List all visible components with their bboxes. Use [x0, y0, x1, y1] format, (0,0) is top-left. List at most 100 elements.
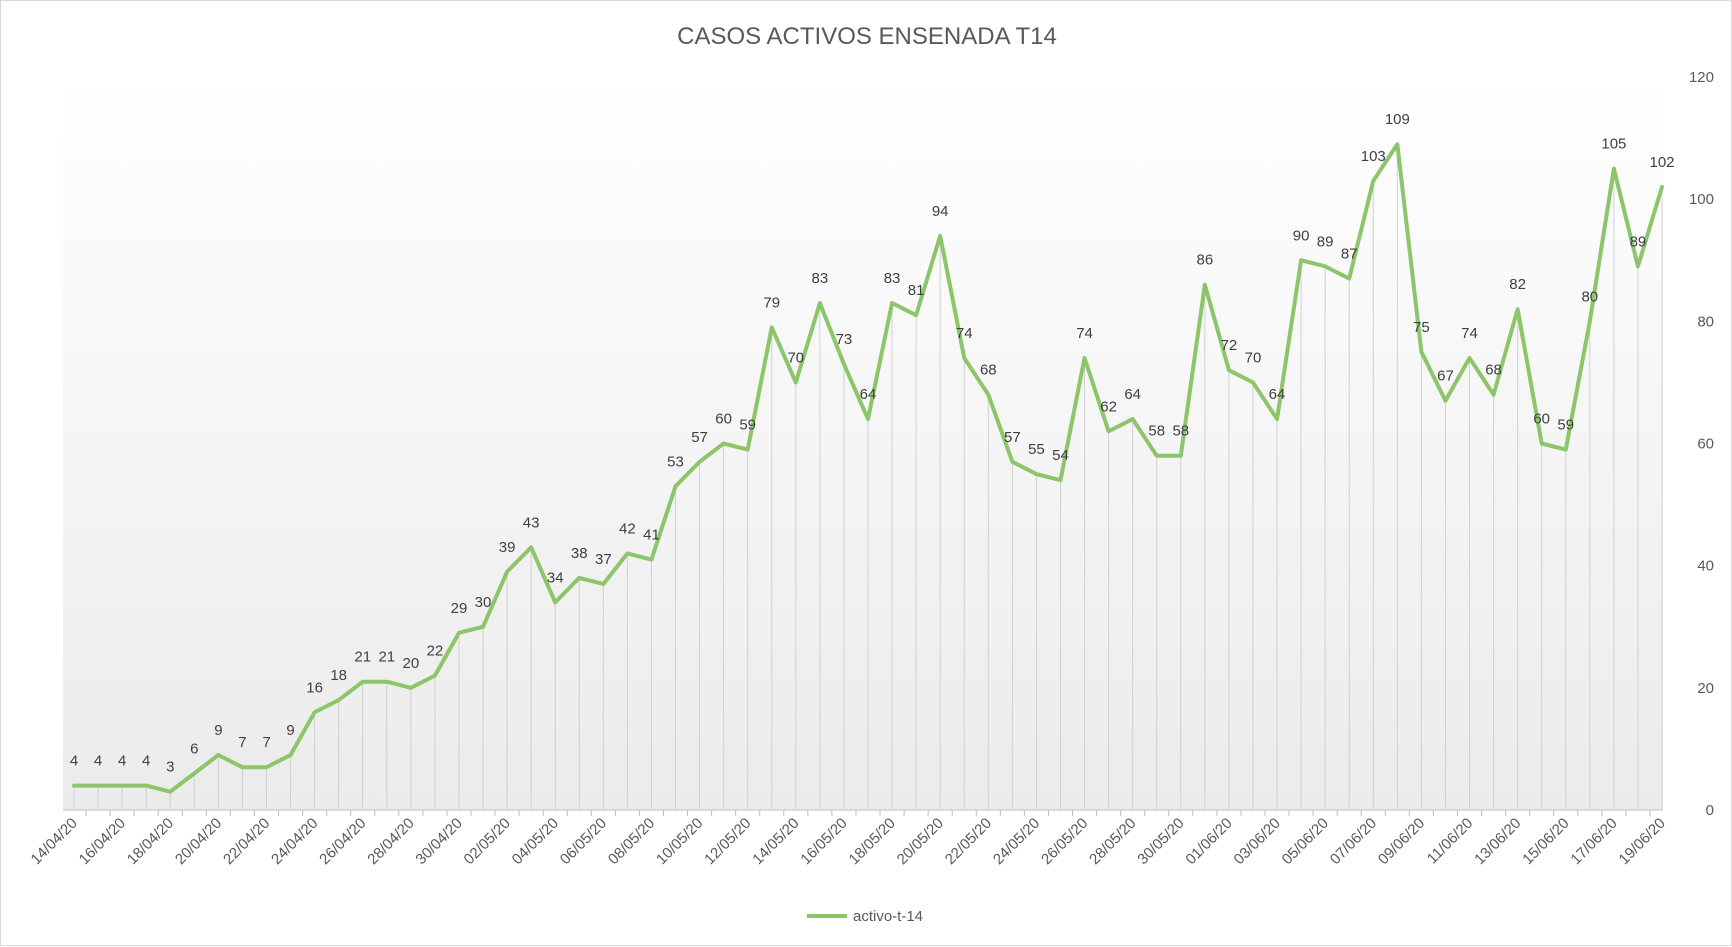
data-label: 70 [787, 349, 804, 366]
x-tick-label: 24/04/20 [268, 815, 321, 868]
data-label: 57 [691, 429, 708, 446]
x-tick-label: 09/06/20 [1375, 815, 1428, 868]
data-label: 68 [1485, 362, 1502, 379]
data-label: 3 [166, 759, 174, 776]
x-tick-label: 24/05/20 [990, 815, 1043, 868]
data-label: 30 [475, 594, 492, 611]
series-activo-t-14 [72, 142, 1664, 794]
data-label: 62 [1100, 398, 1117, 415]
data-label: 81 [908, 282, 925, 299]
x-tick-label: 15/06/20 [1519, 815, 1572, 868]
plot-area-background [63, 77, 1663, 810]
x-tick-label: 18/04/20 [124, 815, 177, 868]
data-label: 60 [715, 411, 732, 428]
x-tick-label: 22/04/20 [220, 815, 273, 868]
x-tick-label: 20/05/20 [894, 815, 947, 868]
data-label: 64 [1269, 386, 1286, 403]
data-label: 4 [142, 753, 150, 770]
data-label: 4 [70, 753, 78, 770]
x-tick-label: 18/05/20 [846, 815, 899, 868]
y-axis-tick-labels: 0 20 40 60 80 100 120 [1689, 69, 1714, 819]
legend-label: activo-t-14 [853, 908, 923, 925]
data-label: 75 [1413, 319, 1430, 336]
data-label: 7 [262, 734, 270, 751]
x-tick-label: 22/05/20 [942, 815, 995, 868]
x-tick-label: 07/06/20 [1327, 815, 1380, 868]
data-label: 58 [1172, 423, 1189, 440]
data-label: 86 [1197, 252, 1214, 269]
x-tick-label: 26/04/20 [316, 815, 369, 868]
x-tick-label: 14/04/20 [28, 815, 81, 868]
data-label: 83 [884, 270, 901, 287]
data-label: 94 [932, 203, 949, 220]
data-label: 42 [619, 520, 636, 537]
x-tick-label: 10/05/20 [653, 815, 706, 868]
data-label: 70 [1245, 349, 1262, 366]
data-label: 41 [643, 527, 660, 544]
x-tick-label: 06/05/20 [557, 815, 610, 868]
data-label: 37 [595, 551, 612, 568]
data-label: 102 [1649, 154, 1674, 171]
data-label: 18 [330, 667, 347, 684]
x-tick-label: 30/04/20 [412, 815, 465, 868]
x-tick-label: 16/05/20 [797, 815, 850, 868]
data-label: 58 [1148, 423, 1165, 440]
data-label: 4 [94, 753, 102, 770]
data-label: 59 [739, 417, 756, 434]
data-label: 60 [1533, 411, 1550, 428]
data-label: 54 [1052, 447, 1069, 464]
legend: activo-t-14 [807, 908, 923, 925]
x-tick-label: 28/05/20 [1086, 815, 1139, 868]
data-label: 72 [1221, 337, 1238, 354]
chart-title: CASOS ACTIVOS ENSENADA T14 [677, 23, 1057, 50]
data-label: 6 [190, 740, 198, 757]
data-label: 4 [118, 753, 126, 770]
y-tick-label: 80 [1697, 313, 1714, 330]
data-label: 7 [238, 734, 246, 751]
data-label: 38 [571, 545, 588, 562]
data-label: 9 [214, 722, 222, 739]
x-tick-label: 28/04/20 [364, 815, 417, 868]
x-tick-label: 26/05/20 [1038, 815, 1091, 868]
x-tick-label: 13/06/20 [1471, 815, 1524, 868]
data-label: 103 [1361, 148, 1386, 165]
x-tick-label: 30/05/20 [1134, 815, 1187, 868]
data-label: 74 [1076, 325, 1093, 342]
data-label: 73 [836, 331, 853, 348]
data-label: 68 [980, 362, 997, 379]
data-label: 90 [1293, 227, 1310, 244]
y-tick-label: 0 [1706, 802, 1714, 819]
data-label: 21 [354, 649, 371, 666]
y-tick-label: 100 [1689, 191, 1714, 208]
data-label: 16 [306, 679, 323, 696]
x-tick-label: 01/06/20 [1182, 815, 1235, 868]
data-label: 39 [499, 539, 516, 556]
data-label: 29 [451, 600, 468, 617]
data-label: 64 [1124, 386, 1141, 403]
data-label: 9 [286, 722, 294, 739]
x-tick-label: 02/05/20 [461, 815, 514, 868]
y-tick-label: 20 [1697, 680, 1714, 697]
drop-lines [73, 144, 1663, 810]
x-tick-label: 20/04/20 [172, 815, 225, 868]
data-label: 87 [1341, 246, 1358, 263]
data-label: 55 [1028, 441, 1045, 458]
data-label: 64 [860, 386, 877, 403]
data-label: 21 [378, 649, 395, 666]
data-label: 89 [1317, 233, 1334, 250]
data-label: 79 [763, 294, 780, 311]
data-label: 34 [547, 569, 564, 586]
data-label: 74 [956, 325, 973, 342]
x-tick-label: 05/06/20 [1279, 815, 1332, 868]
x-tick-label: 11/06/20 [1424, 815, 1477, 868]
data-label: 22 [427, 643, 444, 660]
x-axis-ticks [85, 810, 1651, 816]
data-label: 57 [1004, 429, 1021, 446]
data-label: 59 [1557, 417, 1574, 434]
x-tick-label: 14/05/20 [749, 815, 802, 868]
data-label: 74 [1461, 325, 1478, 342]
x-tick-label: 03/06/20 [1231, 815, 1284, 868]
data-label: 83 [812, 270, 829, 287]
